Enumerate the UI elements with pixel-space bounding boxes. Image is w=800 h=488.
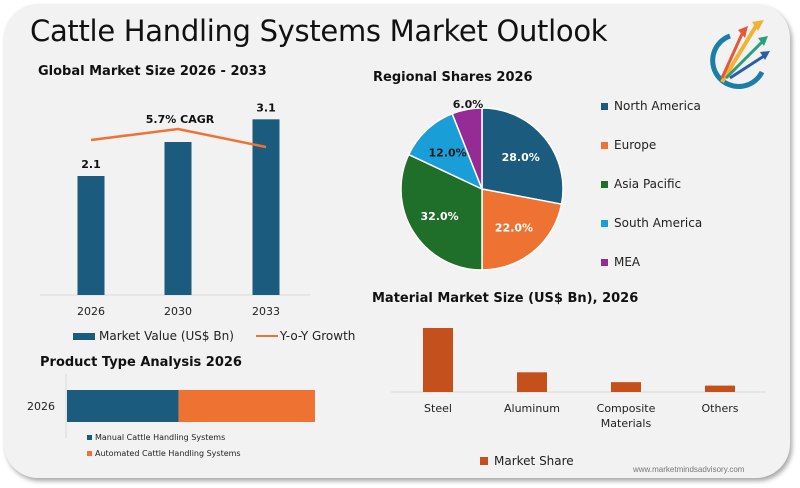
legend-item-south-america: South America bbox=[601, 216, 702, 230]
pie-label-south-america: 12.0% bbox=[429, 146, 467, 159]
legend-swatch-market-share bbox=[480, 457, 488, 465]
legend-label: South America bbox=[614, 216, 703, 230]
legend-item-north-america: North America bbox=[601, 99, 701, 113]
pie-slice-asia-pacific bbox=[400, 153, 483, 271]
page-title: Cattle Handling Systems Market Outlook bbox=[30, 14, 608, 48]
market-value-bar-2026 bbox=[77, 176, 105, 295]
material-legend: Market Share bbox=[480, 454, 574, 468]
pie-label-mea: 6.0% bbox=[453, 98, 484, 111]
legend-label: Asia Pacific bbox=[614, 177, 682, 191]
x-tick-2030: 2030 bbox=[164, 305, 192, 318]
footer-url: www.marketmindsadvisory.com bbox=[633, 465, 745, 474]
market-size-title: Global Market Size 2026 - 2033 bbox=[38, 64, 267, 79]
legend-swatch bbox=[601, 102, 608, 110]
market-value-bar-2030 bbox=[164, 142, 192, 295]
stacked-bar-manual bbox=[67, 390, 179, 422]
material-size-title: Material Market Size (US$ Bn), 2026 bbox=[372, 291, 639, 306]
legend-item-manual: Manual Cattle Handling Systems bbox=[87, 433, 225, 442]
legend-label-market-value: Market Value (US$ Bn) bbox=[99, 329, 234, 343]
x-tick-composite-materials: Materials bbox=[601, 417, 652, 430]
legend-item-asia-pacific: Asia Pacific bbox=[601, 177, 681, 191]
material-bar-steel bbox=[423, 328, 453, 392]
pie-slice-europe bbox=[481, 188, 563, 271]
market-size-legend: Market Value (US$ Bn) Y-o-Y Growth bbox=[73, 329, 355, 343]
legend-swatch bbox=[601, 141, 608, 149]
material-bar-others bbox=[705, 385, 735, 392]
legend-label: North America bbox=[614, 99, 701, 113]
yoy-growth-line bbox=[90, 127, 267, 149]
legend-label: Manual Cattle Handling Systems bbox=[95, 433, 226, 442]
stacked-bar-automated bbox=[178, 390, 315, 422]
legend-label: MEA bbox=[614, 255, 641, 269]
legend-swatch bbox=[601, 258, 608, 266]
legend-item-automated: Automated Cattle Handling Systems bbox=[87, 449, 241, 458]
x-tick-composite-materials: Composite bbox=[597, 402, 656, 415]
material-bar-composite-materials bbox=[611, 382, 641, 392]
data-label-2033: 3.1 bbox=[256, 101, 276, 114]
legend-swatch bbox=[87, 435, 92, 440]
legend-swatch bbox=[601, 219, 608, 227]
x-tick-2033: 2033 bbox=[252, 305, 280, 318]
pie-label-asia-pacific: 32.0% bbox=[421, 210, 459, 223]
x-tick-steel: Steel bbox=[424, 402, 452, 415]
pie-label-north-america: 28.0% bbox=[502, 151, 540, 164]
market-value-bar-2033 bbox=[252, 119, 280, 295]
legend-swatch-market-value bbox=[73, 332, 95, 340]
legend-item-europe: Europe bbox=[601, 138, 656, 152]
product-type-title: Product Type Analysis 2026 bbox=[40, 355, 242, 370]
legend-swatch bbox=[87, 451, 92, 456]
legend-label: Automated Cattle Handling Systems bbox=[95, 449, 241, 458]
cagr-annotation: 5.7% CAGR bbox=[146, 113, 215, 126]
legend-label-market-share: Market Share bbox=[494, 454, 574, 468]
product-type-chart: 2026 bbox=[27, 374, 315, 438]
data-label-2026: 2.1 bbox=[81, 158, 101, 171]
x-tick-2026: 2026 bbox=[77, 305, 105, 318]
pie-slice-mea bbox=[451, 107, 483, 190]
x-tick-others: Others bbox=[702, 402, 739, 415]
legend-item-mea: MEA bbox=[601, 255, 640, 269]
regional-shares-pie: 28.0% 22.0% 32.0% 12.0% 6.0% bbox=[400, 98, 564, 271]
material-bar-aluminum bbox=[517, 372, 547, 392]
legend-label: Europe bbox=[614, 138, 657, 152]
legend-swatch-yoy-growth bbox=[255, 335, 278, 337]
legend-swatch bbox=[601, 180, 608, 188]
pie-slice-north-america bbox=[481, 107, 564, 206]
legend-label-yoy-growth: Y-o-Y Growth bbox=[279, 329, 356, 343]
regional-shares-title: Regional Shares 2026 bbox=[373, 70, 533, 85]
rising-arrows-logo-icon bbox=[710, 20, 770, 89]
y-tick-2026: 2026 bbox=[27, 400, 55, 413]
pie-label-europe: 22.0% bbox=[495, 222, 533, 235]
pie-slice-south-america bbox=[407, 112, 484, 191]
x-tick-aluminum: Aluminum bbox=[504, 402, 560, 415]
market-size-chart: 2.1 2026 2030 3.1 2033 5.7% CAGR bbox=[40, 101, 310, 318]
